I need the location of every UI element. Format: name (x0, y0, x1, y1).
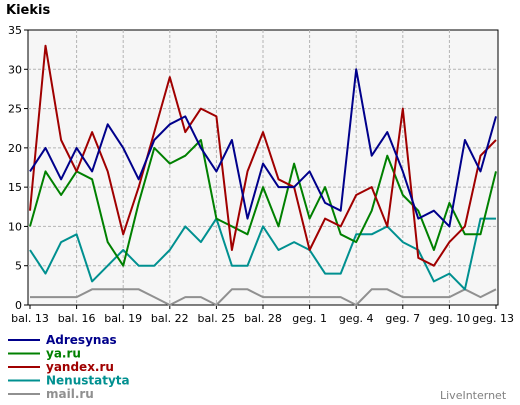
x-tick-label: geg. 7 (385, 312, 420, 325)
series-line-mail-ru (30, 288, 497, 306)
y-tick-label: 15 (8, 181, 22, 194)
y-tick-label: 5 (15, 260, 22, 273)
x-tick-label: geg. 10 (429, 312, 471, 325)
legend-label: Adresynas (46, 333, 117, 347)
y-tick-label: 20 (8, 142, 22, 155)
x-tick-label: geg. 1 (292, 312, 327, 325)
y-tick-label: 30 (8, 63, 22, 76)
x-tick-label: bal. 22 (151, 312, 189, 325)
x-tick-label: bal. 25 (198, 312, 236, 325)
x-tick-label: geg. 4 (339, 312, 374, 325)
y-axis: 0 5 10 15 20 25 30 35 (8, 24, 28, 312)
credit-text: LiveInternet (440, 389, 507, 402)
chart-title: Kiekis (6, 3, 50, 18)
x-tick-label: bal. 13 (11, 312, 49, 325)
x-tick-label: bal. 16 (58, 312, 96, 325)
x-tick-label: geg. 13 (472, 312, 514, 325)
series-line-adresynas (29, 68, 497, 228)
series-line-yandex-ru (29, 44, 497, 267)
y-tick-label: 0 (15, 299, 22, 312)
x-axis: bal. 13 bal. 16 bal. 19 bal. 22 bal. 25 bal. … (11, 305, 514, 325)
x-tick-label: bal. 28 (244, 312, 282, 325)
series-line-ya-ru (29, 139, 497, 267)
y-tick-label: 35 (8, 24, 22, 37)
series-lines (29, 44, 497, 306)
legend-label: Nenustatyta (46, 374, 130, 388)
y-tick-label: 25 (8, 103, 22, 116)
x-tick-label: bal. 19 (104, 312, 142, 325)
legend-label: mail.ru (46, 387, 94, 401)
legend: Adresynasya.ruyandex.ruNenustatytamail.r… (8, 333, 130, 401)
legend-label: ya.ru (46, 347, 81, 361)
y-tick-label: 10 (8, 220, 22, 233)
legend-label: yandex.ru (46, 360, 114, 374)
